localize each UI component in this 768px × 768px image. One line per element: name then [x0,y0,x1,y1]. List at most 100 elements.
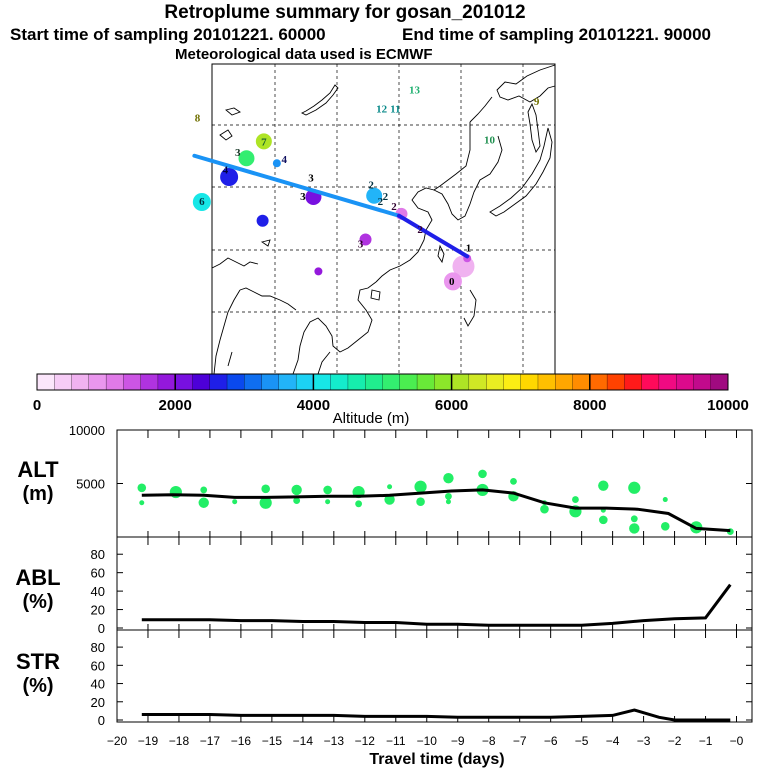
map-day-label-4: 10 [484,135,496,147]
alt-scatter-point-0 [139,500,145,506]
colorbar-cell-18 [347,373,366,391]
map-day-label-20: 0 [449,276,455,288]
x-tick-label-1: −19 [138,734,159,748]
alt-scatter-point-31 [599,515,608,525]
map-day-label-14: 2 [378,196,384,208]
colorbar-cell-13 [261,373,280,391]
abl-yaxis: 0 20 40 60 80 [91,547,752,636]
trajectory-segment-1 [397,213,470,259]
abl-line [141,583,732,627]
colorbar-cell-10 [209,373,228,391]
str-title: STR [16,649,60,674]
x-tick-label-20: −0 [730,734,744,748]
end-time-label: End time of sampling 20101221. 90000 [402,25,711,44]
map-day-label-6: 7 [261,136,267,148]
colorbar-cell-33 [606,373,625,391]
str-unit: (%) [22,675,53,697]
map-day-label-8: 4 [282,154,288,166]
colorbar-cell-30 [555,373,573,391]
x-tick-label-13: −7 [513,734,527,748]
map-day-label-1: 12 [376,103,388,115]
colorbar-cell-25 [468,373,487,391]
str-ytick-label-2: 40 [91,677,105,692]
indochina-coast [292,281,377,375]
plume-marker-12 [443,272,462,291]
str-line [141,708,731,722]
x-tick-label-5: −15 [262,734,283,748]
colorbar-cell-2 [71,373,90,391]
chart-title: Retroplume summary for gosan_201012 [164,2,526,23]
alt-scatter-point-8 [293,497,301,505]
str-xticks [116,630,738,722]
map-day-label-10: 3 [308,173,314,185]
colorbar-tick-2: 4000 [297,397,330,414]
colorbar-cell-37 [676,373,694,391]
abl-ytick-label-2: 40 [91,584,105,599]
colorbar-cell-24 [451,373,470,391]
mean-trajectory [192,153,470,259]
alt-scatter-point-35 [662,497,668,503]
sakhalin [527,102,541,154]
colorbar-cell-9 [192,373,211,391]
map-frame [211,63,556,375]
plume-marker-10 [314,267,323,276]
alt-scatter-point-16 [416,497,425,506]
colorbar-tick-4: 8000 [573,397,606,414]
colorbar-cell-7 [157,373,176,391]
map-day-label-7: 3 [235,147,241,159]
lake-tibet [260,239,271,247]
colorbar-cell-14 [278,373,297,391]
str-ytick-label-1: 20 [91,695,105,710]
meteorology-label: Meteorological data used is ECMWF [175,46,433,63]
plume-marker-5 [366,187,383,204]
alt-scatter-point-29 [598,480,609,491]
korea-coast [433,122,503,221]
x-tick-label-14: −6 [544,734,558,748]
alt-scatter-point-19 [443,472,454,484]
plume-markers [192,133,475,291]
himalaya-border [211,257,259,269]
colorbar-cell-38 [693,373,712,391]
hainan [370,289,381,301]
map-day-label-18: 3 [358,238,364,250]
colorbar-cell-36 [658,373,677,391]
colorbar-cell-5 [123,373,142,391]
str-yaxis: 0 20 40 60 80 [91,640,752,728]
panel-alt: ALT (m) 5000 10000 [17,423,753,538]
colorbar-cell-4 [105,373,124,391]
x-tick-label-17: −3 [637,734,651,748]
x-tick-label-3: −17 [200,734,221,748]
str-frame [116,629,753,723]
colorbar-cell-6 [140,373,159,391]
colorbar-cell-11 [226,373,245,391]
colorbar-cell-28 [520,373,539,391]
start-time-label: Start time of sampling 20101221. 60000 [10,25,326,44]
alt-scatter-point-1 [137,483,147,493]
plume-marker-6 [192,193,211,211]
coast-okhotsk [496,64,556,103]
x-tick-label-19: −1 [699,734,713,748]
x-tick-label-18: −2 [668,734,682,748]
colorbar-cell-12 [244,373,263,391]
colorbar-frame [36,373,729,391]
colorbar: 0 2000 4000 6000 8000 10000 Altitude (m) [33,373,749,427]
map-day-label-11: 3 [300,191,306,203]
colorbar-cell-19 [365,373,383,391]
x-tick-label-12: −8 [482,734,496,748]
alt-scatter-point-10 [325,499,331,505]
alt-line [141,488,731,533]
alt-scatter-point-7 [259,496,272,509]
alt-frame [116,429,753,538]
alt-scatter-point-3 [200,486,208,494]
colorbar-cell-29 [537,373,556,391]
alt-scatter [137,469,734,536]
map-day-label-17: 6 [199,196,205,208]
x-tick-label-2: −18 [169,734,190,748]
alt-ytick-label-0: 5000 [76,477,105,492]
plume-marker-3 [220,168,239,186]
map-gridlines [212,64,555,374]
map-day-label-5: 8 [195,113,201,125]
alt-scatter-point-34 [629,523,640,534]
alt-scatter-point-33 [630,515,638,523]
